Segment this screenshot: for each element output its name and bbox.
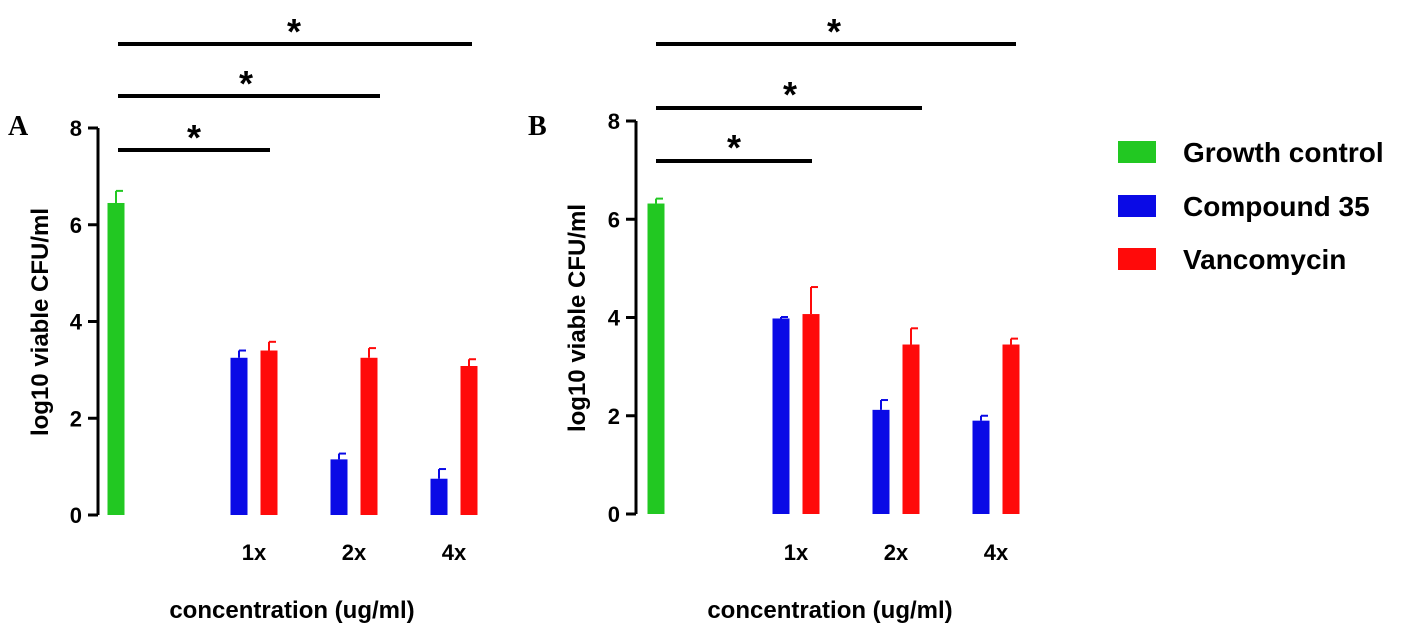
legend-swatch bbox=[1118, 141, 1156, 163]
legend: Growth control Compound 35 Vancomycin bbox=[1118, 137, 1384, 275]
bar-compound-35 bbox=[772, 318, 790, 514]
bar-vancomycin bbox=[460, 366, 478, 515]
significance-star: * bbox=[287, 11, 301, 52]
bar-compound-35 bbox=[430, 478, 448, 515]
bar-compound-35 bbox=[972, 420, 990, 514]
legend-label: Growth control bbox=[1183, 137, 1384, 168]
x-tick-label: 2x bbox=[342, 540, 367, 565]
panel-a: A 0 2 4 6 8 1x 2x 4x log10 viable CFU/ml concentra… bbox=[8, 11, 478, 624]
bar-compound-35 bbox=[872, 409, 890, 514]
legend-swatch bbox=[1118, 248, 1156, 270]
bar-vancomycin bbox=[802, 314, 820, 514]
x-axis-title: concentration (ug/ml) bbox=[707, 597, 952, 624]
legend-swatch bbox=[1118, 195, 1156, 217]
significance-star: * bbox=[239, 63, 253, 104]
bar-vancomycin bbox=[260, 350, 278, 515]
bar-vancomycin bbox=[902, 344, 920, 514]
y-tick-label: 6 bbox=[608, 207, 620, 232]
significance-star: * bbox=[827, 11, 841, 52]
bar-compound-35 bbox=[330, 459, 348, 515]
panel-b: B 0 2 4 6 8 1x 2x 4x log10 viable CFU/ml concentra… bbox=[528, 11, 1020, 624]
x-tick-label: 2x bbox=[884, 540, 909, 565]
y-tick-label: 0 bbox=[70, 503, 82, 528]
bar-growth-control bbox=[107, 202, 125, 515]
legend-label: Compound 35 bbox=[1183, 191, 1370, 222]
x-tick-label: 1x bbox=[784, 540, 809, 565]
significance-star: * bbox=[783, 74, 797, 115]
y-tick-label: 8 bbox=[70, 116, 82, 141]
y-axis-title: log10 viable CFU/ml bbox=[27, 208, 54, 436]
y-tick-label: 4 bbox=[608, 306, 621, 331]
x-tick-label: 4x bbox=[984, 540, 1009, 565]
panel-label: A bbox=[8, 111, 29, 142]
x-tick-label: 1x bbox=[242, 540, 267, 565]
x-axis-title: concentration (ug/ml) bbox=[169, 597, 414, 624]
panel-label: B bbox=[528, 111, 547, 142]
y-tick-label: 0 bbox=[608, 502, 620, 527]
bar-growth-control bbox=[647, 203, 665, 514]
bar-vancomycin bbox=[360, 357, 378, 515]
significance-star: * bbox=[187, 117, 201, 158]
y-axis-title: log10 viable CFU/ml bbox=[564, 204, 591, 432]
y-tick-label: 2 bbox=[70, 406, 82, 431]
y-tick-label: 2 bbox=[608, 404, 620, 429]
x-tick-label: 4x bbox=[442, 540, 467, 565]
bar-compound-35 bbox=[230, 357, 248, 515]
legend-label: Vancomycin bbox=[1183, 244, 1346, 275]
y-tick-label: 4 bbox=[70, 310, 83, 335]
y-tick-label: 6 bbox=[70, 213, 82, 238]
y-tick-label: 8 bbox=[608, 109, 620, 134]
significance-star: * bbox=[727, 127, 741, 168]
bar-vancomycin bbox=[1002, 344, 1020, 514]
